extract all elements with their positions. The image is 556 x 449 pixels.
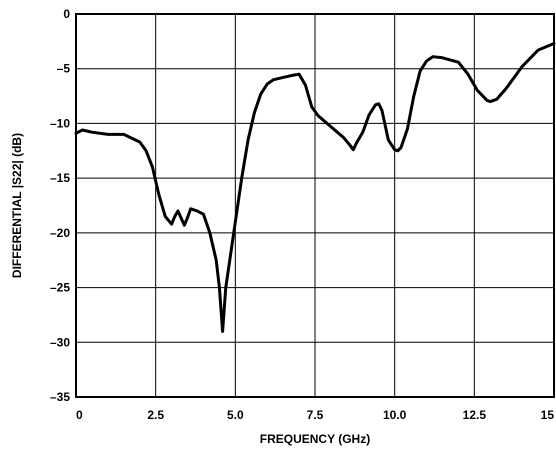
tick-labels: 0 2.5 5.0 7.5 10.0 12.5 15 0 –5 –10 –15 –20 –25 –30 –3… (50, 7, 554, 422)
y-tick-label: –30 (50, 335, 70, 349)
series-line (74, 42, 556, 333)
x-axis-label: FREQUENCY (GHz) (260, 432, 370, 446)
y-tick-label: –25 (50, 281, 70, 295)
y-axis-label: DIFFERENTIAL |S22| (dB) (10, 133, 24, 278)
x-tick-label: 2.5 (147, 408, 164, 422)
y-tick-label: –10 (50, 116, 70, 130)
y-tick-label: –5 (57, 62, 71, 76)
grid-lines (76, 14, 554, 397)
x-tick-label: 15 (541, 408, 555, 422)
x-tick-label: 5.0 (227, 408, 244, 422)
data-series (74, 42, 556, 333)
plot-area-frame (75, 13, 555, 398)
x-tick-label: 12.5 (463, 408, 487, 422)
y-tick-label: 0 (63, 7, 70, 21)
x-tick-label: 0 (76, 408, 83, 422)
y-tick-label: –20 (50, 226, 70, 240)
x-tick-label: 7.5 (307, 408, 324, 422)
y-tick-label: –15 (50, 171, 70, 185)
y-tick-label: –35 (50, 390, 70, 404)
x-tick-label: 10.0 (383, 408, 407, 422)
